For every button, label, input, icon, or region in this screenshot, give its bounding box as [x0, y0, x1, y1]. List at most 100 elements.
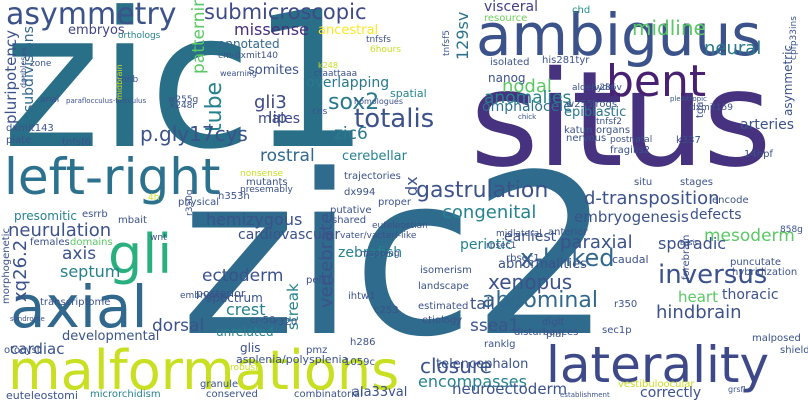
word-vertebrate: vertebrate: [316, 212, 337, 308]
word-proper: proper: [378, 197, 411, 208]
word-plate: plate: [6, 135, 32, 146]
word-wnt: wnt: [150, 233, 167, 243]
word-k248: k248: [318, 61, 338, 70]
word-malformations: malformations: [8, 339, 400, 402]
word-presomitic: presomitic: [14, 209, 77, 223]
word-shield: shield: [780, 345, 808, 356]
word-vestibuloocular: vestibuloocular: [618, 379, 695, 390]
word-asplenia: asplenia/polysplenia: [236, 353, 349, 366]
word-dorsal: dorsal: [152, 316, 205, 336]
word-h286: h286: [350, 337, 376, 348]
word-zic6: zic6: [334, 124, 368, 144]
word-mapping: mapping: [360, 249, 400, 259]
word-putative: putative: [330, 205, 372, 216]
word-overlapping: overlapping: [306, 75, 390, 91]
word-ancestral: ancestral: [318, 23, 379, 38]
word-submicroscopic: submicroscopic: [204, 0, 367, 24]
word-thoracic: thoracic: [722, 287, 779, 303]
word-unrelated: unrelated: [216, 325, 274, 339]
word-nanog: nanog: [488, 71, 526, 85]
word-w255g: w255g: [168, 95, 199, 105]
word-trajectories: trajectories: [344, 171, 401, 182]
word-1059c: 1059c: [344, 357, 375, 368]
word-grsfl: grsfl: [728, 385, 746, 394]
word-r350g: r350g: [185, 189, 195, 216]
word-midlateral: midlateral: [496, 229, 542, 239]
word-isolated: isolated: [490, 57, 530, 68]
word-situs: situs: [470, 43, 772, 197]
word-lip: lip: [268, 108, 288, 127]
word-developmental: developmental: [62, 329, 160, 344]
word-glis: glis: [240, 341, 261, 355]
word-microrchidism: microrchidism: [90, 389, 161, 400]
word-nonsense: nonsense: [240, 169, 284, 179]
word-granule: granule: [200, 379, 239, 390]
word-tail: tail: [470, 294, 495, 313]
word-k248r: k248r: [170, 101, 197, 111]
word-stages: stages: [680, 177, 713, 188]
word-etiology: etiology: [422, 315, 463, 326]
word-organs: organs: [596, 125, 631, 136]
word-paraflocculus: paraflocculus-flocculus: [66, 97, 147, 105]
word-estimated: estimated: [418, 301, 469, 312]
word-encompasses: encompasses: [418, 372, 527, 391]
word-syndrome: syndrome: [10, 315, 45, 323]
word-mbait: mbait: [118, 215, 147, 226]
word-cardiac: cardiac: [10, 340, 65, 358]
word-4h: 4h: [148, 193, 160, 203]
word-gli: gli: [108, 223, 173, 286]
word-pleiotropic: pleiotropic: [670, 95, 707, 103]
word-tnfsfs: tnfsfs: [366, 35, 391, 45]
word-sec1p: sec1p: [602, 325, 632, 336]
word-disturbances: disturbances: [514, 327, 579, 338]
word-euteleostomi: euteleostomi: [6, 389, 78, 402]
word-anomalies: anomalies: [484, 88, 572, 108]
word-c253: c253: [374, 305, 399, 316]
word-pmz: pmz: [306, 345, 328, 356]
word-physical: physical: [178, 197, 219, 208]
word-isomerism: isomerism: [420, 265, 472, 276]
word-spectrum: spectrum: [206, 291, 263, 305]
word-neural: neural: [704, 38, 762, 59]
word-d-transposition: d-transposition: [584, 188, 720, 209]
word-pial: pial: [546, 329, 565, 340]
word-v286v: v286v: [594, 83, 622, 93]
word-inversus: inversus: [658, 260, 768, 290]
word-omphalocele: omphalocele: [482, 99, 572, 115]
word-fragilis2: fragilis2: [610, 145, 651, 156]
word-hindbrain: hindbrain: [656, 302, 742, 323]
word-p-gly17cys: p.gly17cys: [140, 122, 248, 146]
word-129sv: 129sv: [453, 11, 472, 60]
word-14hpf: 14hpf: [744, 149, 773, 160]
word-heart: heart: [678, 288, 718, 306]
word-rostral: rostral: [260, 146, 315, 166]
word-zebrafish: zebrafish: [338, 245, 403, 261]
word-ranklg: ranklg: [484, 339, 516, 350]
word-telencephalon: telencephalon: [436, 357, 529, 372]
word-embryonic: embryonic: [180, 291, 228, 301]
word-somites: somites: [248, 63, 299, 78]
word-visceral: visceral: [484, 0, 539, 15]
word-vater: vater/vacterl-like: [340, 231, 417, 241]
word-dxmit159: dxmit159: [690, 103, 734, 113]
word-homologues: homologues: [354, 97, 404, 106]
word-otocyst: otocyst: [4, 345, 41, 356]
word-tnfsf2: tnfsf2: [596, 117, 622, 127]
word-arteries: arteries: [740, 117, 794, 133]
word-axis: axis: [62, 244, 97, 264]
word-chick: chick: [518, 113, 537, 121]
word-h353h: h353h: [218, 191, 250, 202]
word-conserved: conserved: [206, 389, 258, 400]
word-frogs: frogs: [592, 99, 618, 110]
word-orthologs: orthologs: [118, 31, 161, 41]
word-digit: digit: [542, 317, 565, 328]
word-robust: robust: [230, 363, 259, 373]
word-morphogenetic: morphogenetic: [1, 228, 12, 304]
word-anal: anal: [40, 95, 60, 105]
word-laterality: laterality: [546, 336, 770, 394]
word-r350: r350: [614, 299, 638, 310]
word-abnormalities: abnormalities: [498, 257, 587, 272]
word-sporadic: sporadic: [658, 234, 727, 253]
word-closure: closure: [420, 354, 492, 378]
